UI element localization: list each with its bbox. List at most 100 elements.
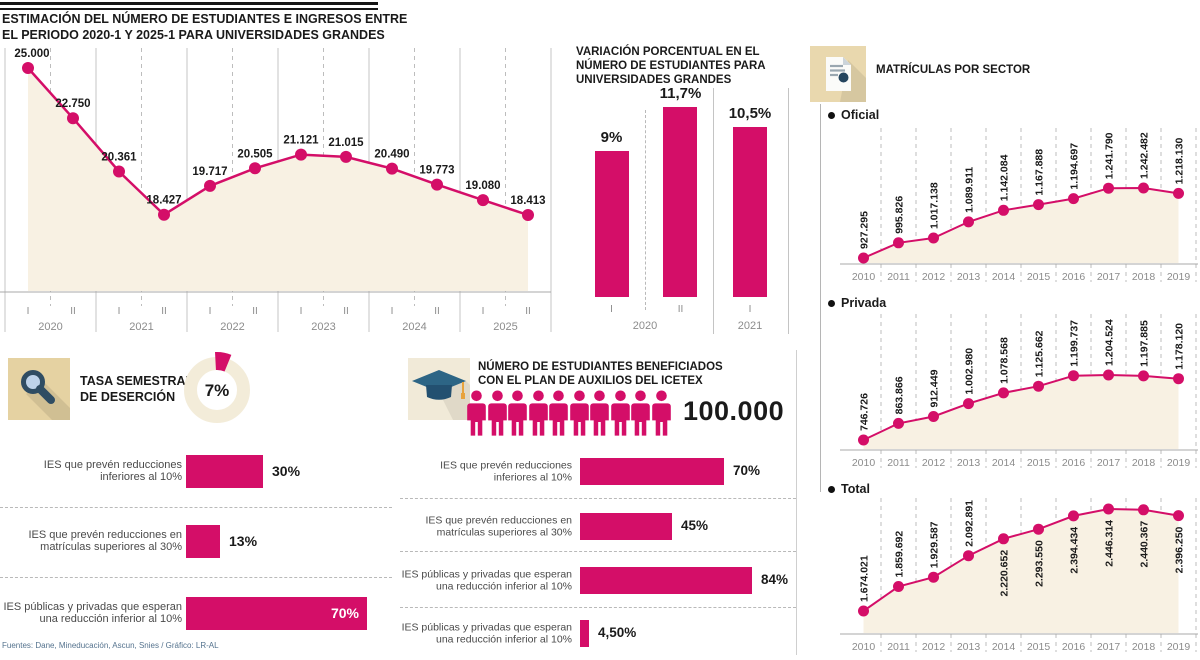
person-icon — [631, 390, 650, 436]
x-year-label: 2017 — [1097, 271, 1121, 283]
person-body — [610, 403, 630, 436]
hbar — [186, 525, 220, 558]
x-year-label: 2014 — [992, 271, 1016, 283]
bar-category-label: IES que prevén reducciones en matrículas… — [425, 514, 572, 539]
x-year-label: 2018 — [1132, 271, 1156, 283]
desertion-title-line: TASA SEMESTRAL — [80, 374, 194, 388]
x-year-label: 2022 — [220, 321, 244, 333]
series-bullet-privada: Privada — [828, 296, 886, 310]
data-point — [340, 150, 352, 163]
point-label: 18.427 — [146, 195, 181, 207]
area-fill — [863, 188, 1179, 263]
data-line — [27, 67, 529, 217]
point-label: 746.726 — [859, 393, 871, 431]
x-year-label: 2016 — [1062, 457, 1086, 469]
person-body — [467, 403, 486, 436]
bar-2021-I — [733, 127, 767, 297]
point-label: 18.413 — [510, 195, 545, 207]
semester-tick: I — [482, 306, 485, 317]
data-point — [858, 252, 869, 264]
magnifier-icon — [8, 358, 70, 420]
bar-category-label: IES que prevén reducciones inferiores al… — [43, 458, 182, 484]
x-year-label: 2016 — [1062, 271, 1086, 283]
donut-center-label: 7% — [205, 381, 230, 400]
beneficiaries-total: 100.000 — [683, 396, 785, 426]
data-point — [477, 194, 489, 207]
icetex-panel: NÚMERO DE ESTUDIANTES BENEFICIADOS CON E… — [400, 352, 796, 647]
privada-line-chart: 746.726 2010 863.866 2011 912.449 2012 1.002.9… — [840, 314, 1198, 469]
point-label: 22.750 — [55, 98, 90, 110]
person-head — [655, 390, 667, 402]
bar-value-label: 70% — [733, 463, 761, 478]
bar-row: IES que prevén reducciones en matrículas… — [0, 525, 392, 558]
x-year-label: 2021 — [737, 320, 763, 332]
person-head — [532, 390, 544, 402]
hbar — [186, 597, 367, 630]
bullet-icon — [828, 111, 835, 119]
person-body — [528, 403, 548, 436]
x-year-label: 2015 — [1027, 641, 1051, 653]
hbar — [580, 513, 672, 540]
bar-row: IES públicas y privadas que esperan una … — [0, 597, 392, 630]
hbar — [580, 567, 752, 594]
semester-tick: I — [391, 306, 394, 317]
x-year-label: 2018 — [1132, 457, 1156, 469]
person-body — [631, 403, 650, 436]
data-point — [1173, 187, 1184, 199]
title-line-2: EL PERIODO 2020-1 Y 2025-1 PARA UNIVERSI… — [2, 27, 385, 42]
point-label: 995.826 — [894, 196, 906, 234]
x-tick: I — [610, 304, 613, 315]
bar-row: IES que prevén reducciones en matrículas… — [400, 513, 796, 540]
x-tick: II — [677, 304, 684, 315]
area-fill — [863, 375, 1179, 449]
estimation-line-chart: 25.000I22.750II20.361I18.427II19.717I20.… — [0, 48, 552, 333]
person-body — [651, 403, 671, 436]
point-label: 1.089.911 — [964, 167, 976, 213]
bar-category-label: IES públicas y privadas que esperan una … — [3, 600, 182, 626]
point-label: 2.394.434 — [1069, 527, 1081, 574]
separator — [400, 607, 796, 608]
data-point — [1068, 193, 1079, 205]
bar-value-label: 70% — [330, 605, 359, 621]
point-label: 1.674.021 — [859, 555, 871, 602]
x-year-label: 2023 — [311, 321, 335, 333]
point-label: 20.361 — [101, 152, 137, 164]
data-point — [522, 209, 534, 221]
data-point — [1173, 510, 1184, 522]
total-line-chart: 1.674.021 2010 1.859.692 2011 1.929.587 2012 2… — [840, 498, 1198, 653]
separator — [400, 551, 796, 552]
top-rule — [0, 2, 378, 10]
data-point — [249, 162, 261, 175]
data-point — [1173, 373, 1184, 385]
point-label: 927.295 — [859, 211, 871, 249]
x-year-label: 2012 — [922, 641, 946, 653]
point-label: 1.197.885 — [1139, 320, 1151, 367]
bar-category-label: IES que prevén reducciones en matrículas… — [28, 528, 183, 554]
desertion-panel: TASA SEMESTRAL DE DESERCIÓN 7% IES que p… — [0, 351, 392, 644]
point-label: 1.178.120 — [1174, 323, 1186, 370]
variation-title-line: UNIVERSIDADES GRANDES — [576, 73, 732, 86]
x-year-label: 2019 — [1167, 641, 1191, 653]
x-year-label: 2025 — [493, 321, 517, 333]
data-point — [1103, 503, 1114, 515]
data-point — [204, 179, 216, 192]
data-point — [998, 533, 1009, 545]
data-point — [928, 232, 939, 244]
person-icon — [569, 390, 589, 436]
person-icon — [549, 390, 568, 436]
point-label: 1.002.980 — [964, 348, 976, 395]
data-point — [1138, 182, 1149, 194]
data-point — [858, 434, 869, 446]
data-point — [963, 216, 974, 228]
x-year-label: 2015 — [1027, 271, 1051, 283]
semester-tick: II — [252, 306, 258, 317]
bar-value-label: 13% — [229, 533, 258, 549]
desertion-donut-chart: 7% — [184, 351, 250, 423]
bar-category-label: IES públicas y privadas que esperan una … — [401, 568, 572, 593]
gridline-dashed — [645, 110, 646, 310]
data-point — [67, 112, 79, 125]
desertion-title-line: DE DESERCIÓN — [80, 389, 176, 404]
person-head — [594, 390, 605, 402]
semester-tick: II — [161, 306, 167, 317]
